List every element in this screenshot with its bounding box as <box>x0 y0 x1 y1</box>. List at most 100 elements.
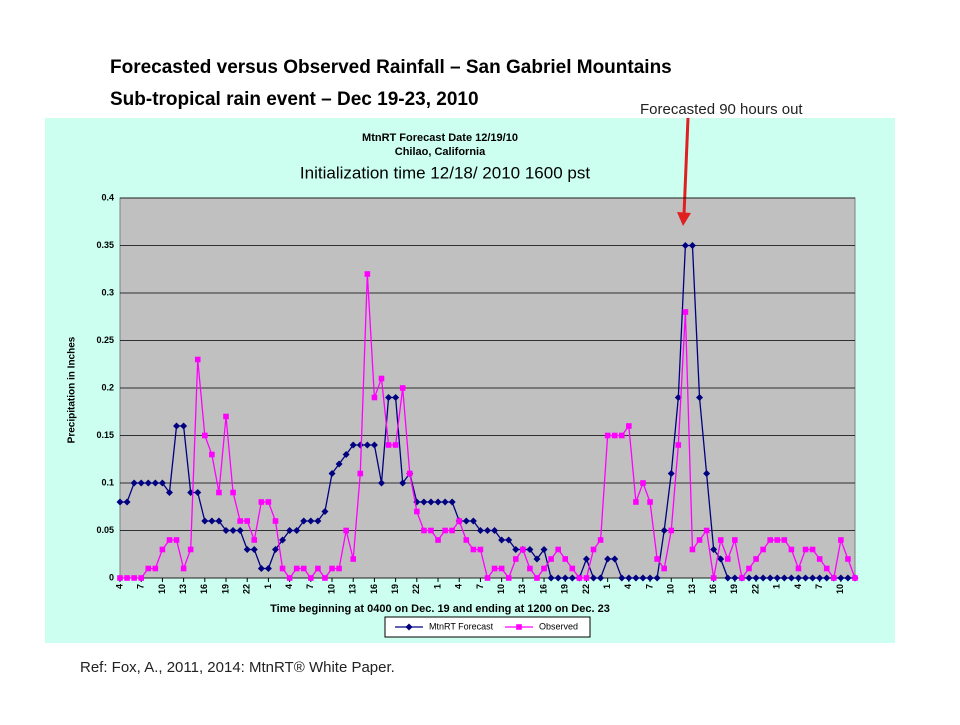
marker <box>336 565 342 572</box>
marker <box>484 527 491 534</box>
marker <box>442 527 448 534</box>
marker <box>469 517 477 525</box>
marker <box>272 518 279 524</box>
marker <box>223 413 229 420</box>
marker <box>378 375 385 382</box>
marker <box>696 394 704 401</box>
marker <box>279 565 286 572</box>
marker <box>618 574 626 582</box>
marker <box>449 527 455 534</box>
marker <box>809 546 816 553</box>
marker <box>406 470 413 477</box>
x-tick-label: 13 <box>348 584 358 594</box>
x-tick-label: 22 <box>411 584 421 594</box>
marker <box>364 271 371 277</box>
x-axis-label: Time beginning at 0400 on Dec. 19 and en… <box>270 603 610 615</box>
arrow-head <box>677 212 691 226</box>
marker <box>724 574 732 582</box>
y-tick-label: 0.4 <box>101 192 114 202</box>
marker <box>746 565 752 572</box>
legend-label: MtnRT Forecast <box>429 621 494 631</box>
marker <box>448 498 456 506</box>
marker <box>590 546 597 553</box>
marker <box>385 442 392 448</box>
marker <box>370 441 378 449</box>
marker <box>838 537 844 543</box>
marker <box>540 546 548 553</box>
marker <box>640 480 646 486</box>
marker <box>152 565 159 572</box>
marker <box>568 574 576 582</box>
marker <box>257 565 265 572</box>
marker <box>498 565 505 572</box>
x-tick-label: 19 <box>560 584 570 594</box>
marker <box>250 546 258 553</box>
marker <box>307 517 315 525</box>
marker <box>158 479 166 487</box>
marker <box>498 536 506 544</box>
x-tick-label: 16 <box>369 584 379 594</box>
marker <box>582 555 590 563</box>
marker <box>604 555 612 563</box>
marker <box>202 432 208 439</box>
marker <box>611 555 619 563</box>
annotation: Forecasted 90 hours out <box>640 101 803 118</box>
marker <box>300 565 307 572</box>
marker <box>159 546 166 553</box>
x-tick-label: 7 <box>814 584 824 589</box>
marker <box>328 470 336 477</box>
marker <box>646 574 654 582</box>
marker <box>428 527 434 534</box>
marker <box>222 527 230 534</box>
marker <box>852 575 858 581</box>
marker <box>124 575 130 581</box>
marker <box>258 499 265 505</box>
reference: Ref: Fox, A., 2011, 2014: MtnRT® White P… <box>80 659 395 676</box>
x-tick-label: 1 <box>432 584 442 589</box>
marker <box>399 385 406 391</box>
x-tick-label: 10 <box>326 584 336 594</box>
marker <box>576 575 583 581</box>
x-tick-label: 7 <box>644 584 654 589</box>
marker <box>144 479 152 487</box>
marker <box>308 575 314 581</box>
marker <box>349 441 357 449</box>
marker <box>470 546 477 553</box>
x-tick-label: 16 <box>538 584 548 594</box>
marker <box>703 527 710 534</box>
marker <box>717 555 725 563</box>
x-tick-label: 4 <box>623 584 633 589</box>
marker <box>739 575 745 581</box>
marker <box>541 565 547 572</box>
marker <box>201 517 209 525</box>
x-tick-label: 10 <box>835 584 845 594</box>
x-tick-label: 22 <box>750 584 760 594</box>
marker <box>491 565 498 572</box>
marker <box>583 575 590 581</box>
y-tick-label: 0.35 <box>96 240 114 250</box>
x-tick-label: 10 <box>496 584 506 594</box>
marker <box>823 574 831 582</box>
marker <box>830 575 837 581</box>
marker <box>837 574 845 582</box>
marker <box>526 546 534 553</box>
y-tick-label: 0.15 <box>96 430 114 440</box>
marker <box>265 499 272 505</box>
marker <box>434 498 442 506</box>
y-tick-label: 0.2 <box>101 382 114 392</box>
marker <box>527 565 533 572</box>
y-tick-label: 0 <box>109 572 114 582</box>
marker <box>703 470 711 477</box>
marker <box>597 537 604 543</box>
marker <box>681 242 689 249</box>
marker <box>243 546 251 553</box>
marker <box>618 432 625 439</box>
marker <box>660 527 668 534</box>
marker <box>229 527 237 534</box>
marker <box>357 470 364 477</box>
marker <box>215 517 223 525</box>
x-tick-label: 4 <box>454 584 464 589</box>
marker <box>710 546 718 553</box>
marker <box>781 537 788 543</box>
marker <box>173 537 180 543</box>
